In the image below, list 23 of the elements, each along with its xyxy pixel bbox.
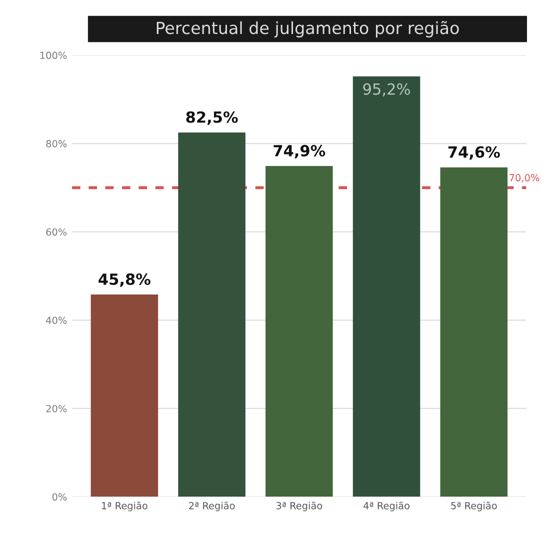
- y-tick-label: 20%: [46, 404, 67, 412]
- bar: [440, 167, 508, 497]
- chart-title: Percentual de julgamento por região: [156, 21, 459, 38]
- y-tick-label: 80%: [46, 140, 67, 148]
- x-tick-label: 1ª Região: [102, 502, 148, 512]
- bar: [266, 166, 333, 497]
- y-tick-label: 60%: [46, 228, 67, 236]
- data-label: 82,5%: [186, 111, 238, 125]
- data-label: 74,9%: [274, 144, 326, 158]
- x-tick-label: 2ª Região: [189, 502, 235, 512]
- y-tick-label: 100%: [40, 52, 67, 60]
- ref-line-label: 70,0%: [510, 174, 540, 182]
- y-tick-label: 40%: [46, 316, 67, 324]
- x-tick-label: 5ª Região: [451, 502, 497, 512]
- data-label: 95,2%: [363, 83, 410, 96]
- bar: [90, 294, 158, 497]
- bar: [352, 76, 420, 497]
- y-tick-label: 0%: [52, 493, 67, 501]
- x-tick-label: 4ª Região: [364, 502, 410, 512]
- bar: [178, 132, 246, 497]
- data-label: 74,6%: [448, 146, 500, 160]
- x-tick-label: 3ª Região: [276, 502, 322, 512]
- data-label: 45,8%: [98, 273, 150, 287]
